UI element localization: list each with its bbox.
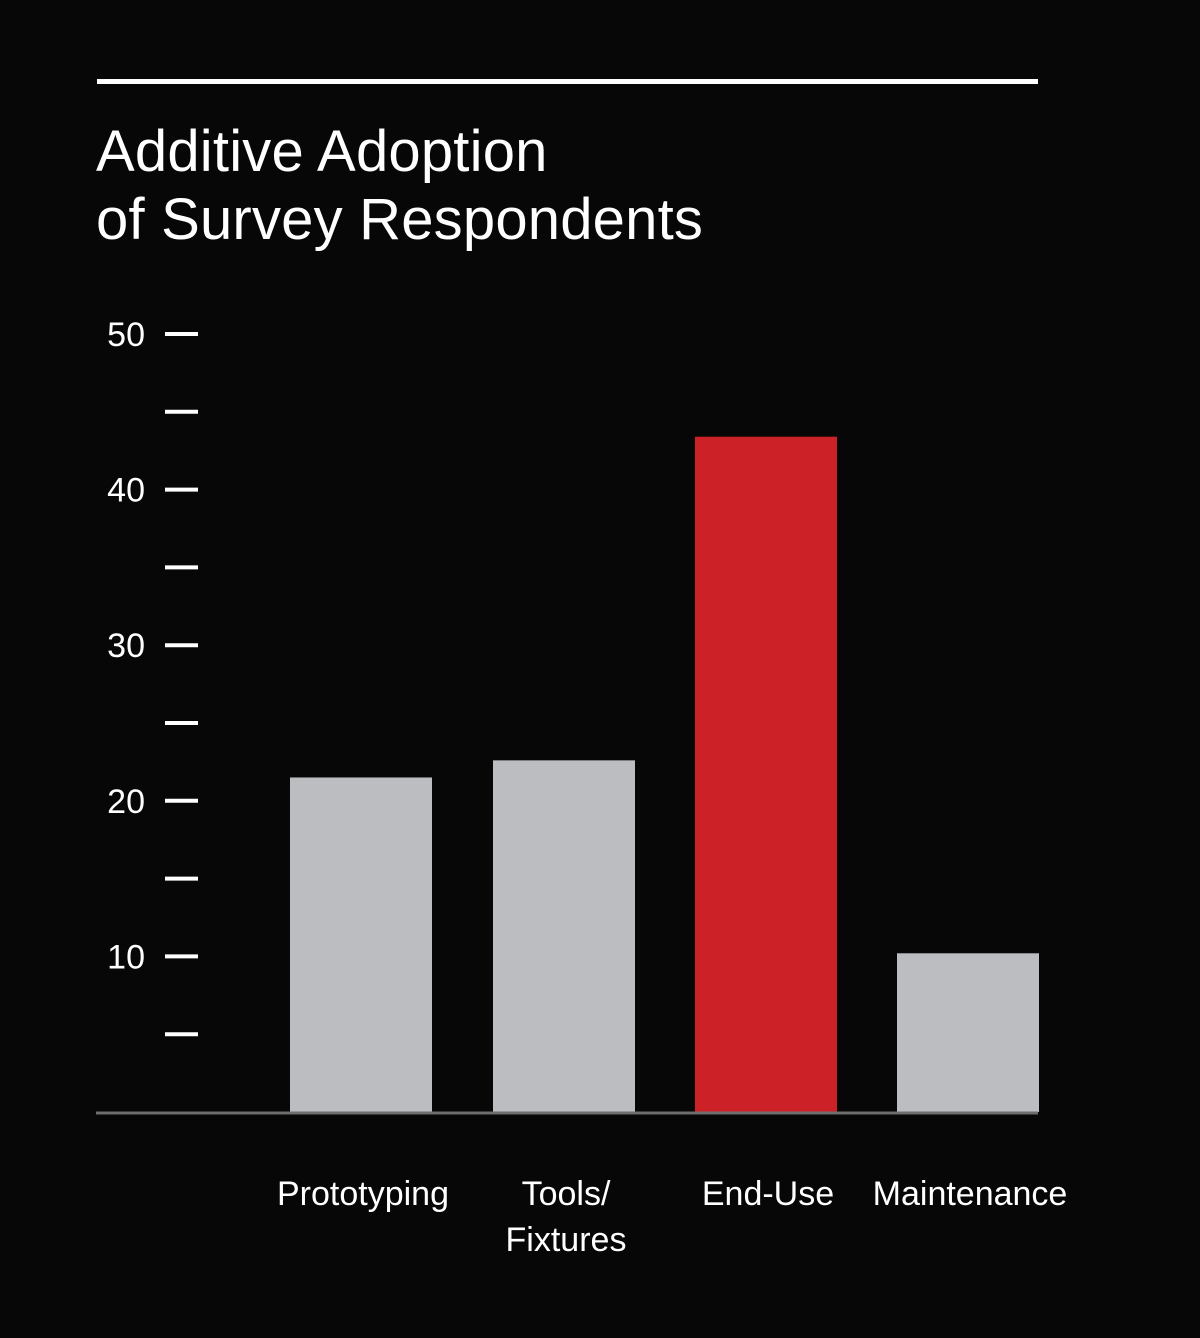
bars xyxy=(290,436,1039,1112)
y-tick-label-10: 10 xyxy=(107,938,145,976)
y-tick-label-40: 40 xyxy=(107,472,145,510)
title-rule xyxy=(97,79,1038,84)
x-axis-labels: Prototyping Tools/Fixtures End-Use Maintena… xyxy=(277,1175,1067,1259)
chart-title-line-2: of Survey Respondents xyxy=(96,187,704,252)
bar-tools-fixtures xyxy=(493,760,635,1112)
chart-title-line-1: Additive Adoption xyxy=(96,119,548,184)
chart-title: Additive Adoption of Survey Respondents xyxy=(96,118,996,254)
y-axis: 10 20 30 40 50 xyxy=(107,316,198,1037)
y-tick-label-50: 50 xyxy=(107,316,145,354)
bar-maintenance xyxy=(897,953,1039,1112)
x-tick-label-1-0: Tools/ xyxy=(522,1175,611,1213)
x-tick-label-0-0: Prototyping xyxy=(277,1175,449,1213)
bar-prototyping xyxy=(290,777,432,1112)
y-tick-label-30: 30 xyxy=(107,627,145,665)
x-tick-label-2-0: End-Use xyxy=(702,1175,834,1213)
bar-end-use xyxy=(695,436,837,1112)
x-tick-label-3-0: Maintenance xyxy=(873,1175,1068,1213)
y-tick-label-20: 20 xyxy=(107,783,145,821)
x-tick-label-1-1: Fixtures xyxy=(506,1221,627,1259)
